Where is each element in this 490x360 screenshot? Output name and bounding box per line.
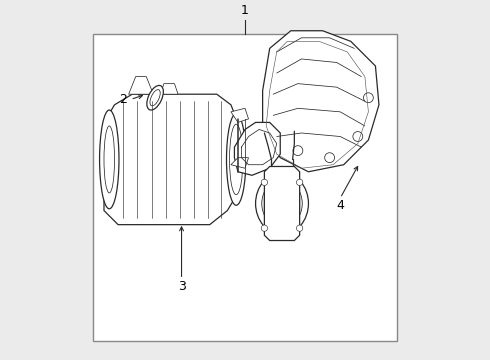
Ellipse shape xyxy=(353,131,363,141)
Ellipse shape xyxy=(104,126,115,193)
Polygon shape xyxy=(265,166,300,240)
Ellipse shape xyxy=(269,188,295,219)
Text: 4: 4 xyxy=(336,199,344,212)
Ellipse shape xyxy=(293,146,303,156)
Ellipse shape xyxy=(261,179,268,185)
Ellipse shape xyxy=(226,114,246,205)
Text: 3: 3 xyxy=(177,280,186,293)
Ellipse shape xyxy=(99,110,119,209)
Ellipse shape xyxy=(325,153,335,163)
Text: 2: 2 xyxy=(120,93,127,106)
Polygon shape xyxy=(263,31,379,172)
Ellipse shape xyxy=(296,225,303,231)
Polygon shape xyxy=(231,158,248,168)
Ellipse shape xyxy=(229,124,243,195)
Ellipse shape xyxy=(261,225,268,231)
Ellipse shape xyxy=(296,179,303,185)
Ellipse shape xyxy=(262,180,302,227)
FancyBboxPatch shape xyxy=(94,34,396,341)
Polygon shape xyxy=(104,94,238,225)
Ellipse shape xyxy=(256,173,309,234)
Polygon shape xyxy=(231,108,248,122)
Ellipse shape xyxy=(275,195,289,212)
Polygon shape xyxy=(160,84,178,94)
Polygon shape xyxy=(129,77,153,94)
Text: 1: 1 xyxy=(241,4,249,17)
Polygon shape xyxy=(234,122,280,175)
Ellipse shape xyxy=(364,93,373,103)
Ellipse shape xyxy=(150,90,160,106)
Ellipse shape xyxy=(147,85,163,110)
